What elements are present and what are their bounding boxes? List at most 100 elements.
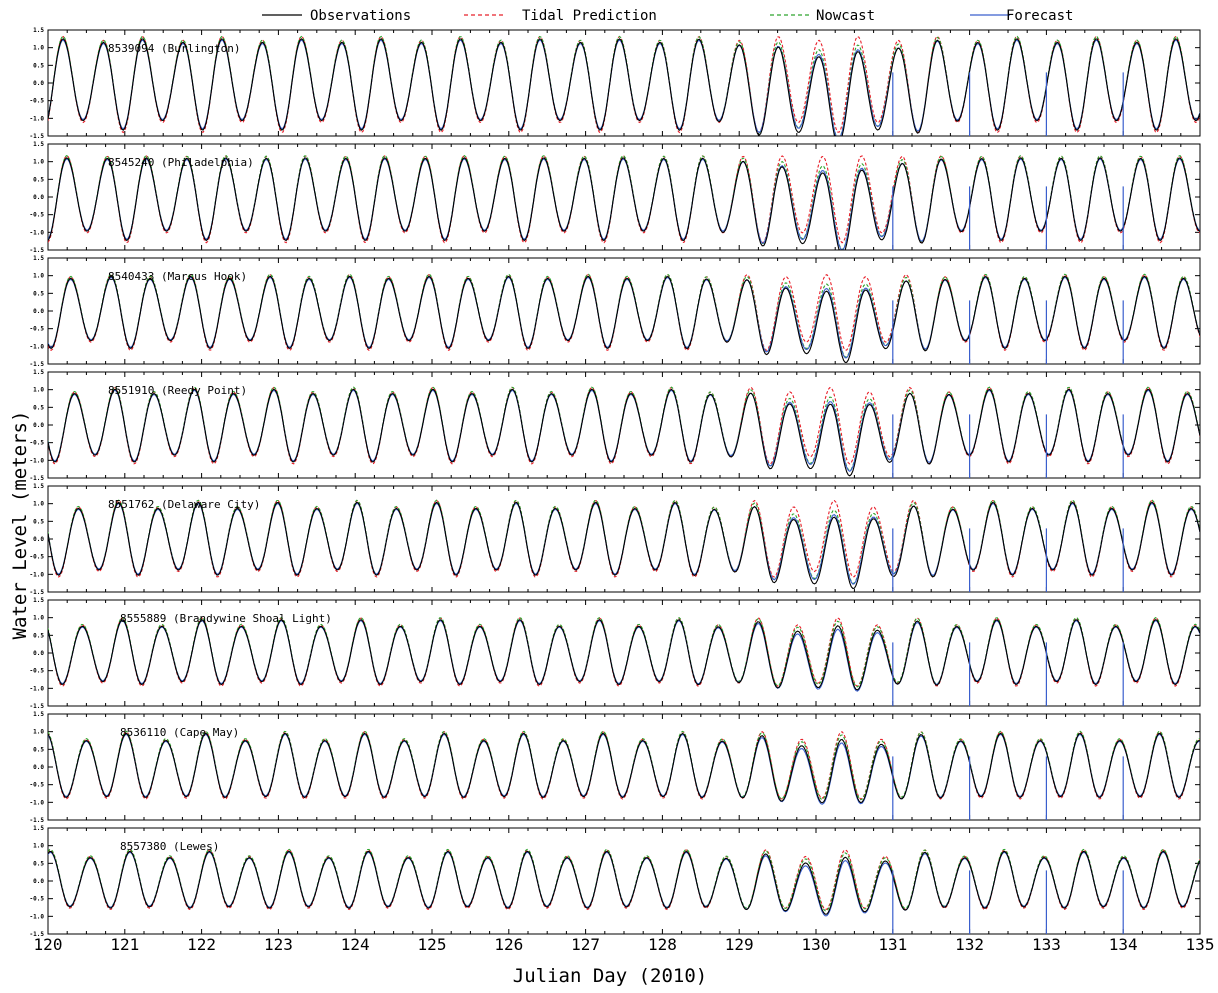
x-tick-label: 130 — [802, 935, 831, 954]
y-tick-label: -1.0 — [30, 115, 45, 122]
series-line-observations — [48, 388, 1200, 477]
station-label: 8539094 (Burlington) — [108, 42, 240, 55]
panel-7: 1.5 1.0 0.5 0.0 -0.5 -1.0 -1.5 8557380 (Lewes) — [30, 825, 1201, 938]
y-tick-label: -0.5 — [30, 326, 45, 333]
x-tick-label: 121 — [110, 935, 139, 954]
y-tick-label: -0.5 — [30, 554, 45, 561]
y-tick-label: -0.5 — [30, 896, 45, 903]
panel-3: 1.5 1.0 0.5 0.0 -0.5 -1.0 -1.5 8551910 (Reedy P… — [30, 369, 1201, 482]
y-tick-label: 0.0 — [33, 194, 44, 201]
series-line-observations — [48, 275, 1200, 363]
x-tick-label: 134 — [1109, 935, 1138, 954]
series-line-observations — [48, 157, 1200, 250]
y-tick-label: -1.5 — [30, 931, 45, 938]
x-tick-label: 120 — [34, 935, 63, 954]
station-label: 8536110 (Cape May) — [120, 726, 239, 739]
series-line-observations — [48, 619, 1200, 691]
x-tick-label: 126 — [494, 935, 523, 954]
y-tick-label: 1.0 — [33, 273, 44, 280]
y-tick-label: 1.0 — [33, 387, 44, 394]
station-label: 8540433 (Marcus Hook) — [108, 270, 247, 283]
y-tick-label: -1.5 — [30, 133, 45, 140]
y-tick-label: -1.0 — [30, 913, 45, 920]
y-tick-label: 0.5 — [33, 746, 44, 753]
y-tick-label: -1.5 — [30, 817, 45, 824]
y-tick-label: -1.0 — [30, 229, 45, 236]
legend-label-0: Observations — [310, 8, 411, 24]
panel-5: 1.5 1.0 0.5 0.0 -0.5 -1.0 -1.5 8555889 (Brandyw… — [30, 597, 1201, 710]
legend-label-3: Forecast — [1006, 8, 1073, 24]
y-axis-title: Water Level (meters) — [9, 411, 31, 640]
panel-frame — [47, 827, 1201, 935]
panel-0: 1.5 1.0 0.5 0.0 -0.5 -1.0 -1.5 8539094 (Burling… — [30, 27, 1201, 140]
x-tick-label: 132 — [955, 935, 984, 954]
y-tick-label: -1.0 — [30, 571, 45, 578]
y-tick-label: 1.0 — [33, 45, 44, 52]
y-tick-label: 1.5 — [33, 597, 44, 604]
series-line-nowcast — [48, 386, 1200, 472]
panel-1: 1.5 1.0 0.5 0.0 -0.5 -1.0 -1.5 8545240 (Philade… — [30, 141, 1201, 254]
x-tick-label: 123 — [264, 935, 293, 954]
y-tick-label: 0.0 — [33, 422, 44, 429]
series-line-observations — [48, 732, 1200, 804]
y-tick-label: 0.0 — [33, 764, 44, 771]
y-tick-label: 1.0 — [33, 843, 44, 850]
series-line-tidal-prediction — [48, 849, 1200, 911]
x-axis: 120 121 122 123 124 125 126 127 128 129 130 131 132 1… — [34, 935, 1215, 954]
y-tick-label: -1.0 — [30, 343, 45, 350]
y-tick-label: -1.5 — [30, 475, 45, 482]
y-tick-label: 0.5 — [33, 632, 44, 639]
series-line-observations — [48, 501, 1200, 590]
y-tick-label: 1.0 — [33, 159, 44, 166]
x-tick-label: 131 — [878, 935, 907, 954]
series-line-forecast — [48, 276, 1200, 359]
panel-4: 1.5 1.0 0.5 0.0 -0.5 -1.0 -1.5 8551762 (Delawar… — [30, 483, 1201, 596]
series-line-forecast — [48, 733, 1200, 805]
station-label: 8545240 (Philadelphia) — [108, 156, 254, 169]
y-tick-label: 0.5 — [33, 860, 44, 867]
y-tick-label: 0.5 — [33, 518, 44, 525]
y-tick-label: 1.0 — [33, 501, 44, 508]
station-label: 8555889 (Brandywine Shoal Light) — [120, 612, 332, 625]
y-tick-label: 1.5 — [33, 483, 44, 490]
y-tick-label: 1.0 — [33, 615, 44, 622]
y-tick-label: 0.0 — [33, 80, 44, 87]
y-tick-label: -1.5 — [30, 703, 45, 710]
series-line-forecast — [48, 389, 1200, 472]
legend-label-2: Nowcast — [816, 8, 875, 24]
y-tick-label: 1.5 — [33, 141, 44, 148]
x-axis-title: Julian Day (2010) — [513, 965, 707, 987]
legend-label-1: Tidal Prediction — [522, 8, 657, 24]
y-tick-label: 1.5 — [33, 27, 44, 34]
y-tick-label: -0.5 — [30, 668, 45, 675]
station-label: 8557380 (Lewes) — [120, 840, 219, 853]
y-tick-label: -1.5 — [30, 247, 45, 254]
series-line-nowcast — [48, 616, 1200, 688]
y-tick-label: -0.5 — [30, 98, 45, 105]
x-tick-label: 124 — [341, 935, 370, 954]
panel-6: 1.5 1.0 0.5 0.0 -0.5 -1.0 -1.5 8536110 (Cape Ma… — [30, 711, 1201, 824]
y-tick-label: -0.5 — [30, 440, 45, 447]
series-line-observations — [48, 38, 1200, 136]
y-tick-label: -1.0 — [30, 457, 45, 464]
x-tick-label: 128 — [648, 935, 677, 954]
x-tick-label: 133 — [1032, 935, 1061, 954]
y-tick-label: 1.0 — [33, 729, 44, 736]
y-tick-label: -1.5 — [30, 589, 45, 596]
y-tick-label: -0.5 — [30, 782, 45, 789]
x-tick-label: 125 — [418, 935, 447, 954]
y-tick-label: -1.5 — [30, 361, 45, 368]
y-tick-label: 1.5 — [33, 369, 44, 376]
x-tick-label: 127 — [571, 935, 600, 954]
y-tick-label: 0.0 — [33, 536, 44, 543]
station-label: 8551910 (Reedy Point) — [108, 384, 247, 397]
y-tick-label: 0.5 — [33, 290, 44, 297]
y-tick-label: -1.0 — [30, 799, 45, 806]
panels: 1.5 1.0 0.5 0.0 -0.5 -1.0 -1.5 8539094 (Burling… — [30, 27, 1201, 938]
x-tick-label: 122 — [187, 935, 216, 954]
series-line-observations — [48, 850, 1200, 915]
y-tick-label: 1.5 — [33, 825, 44, 832]
y-tick-label: 0.0 — [33, 878, 44, 885]
y-tick-label: 0.5 — [33, 62, 44, 69]
